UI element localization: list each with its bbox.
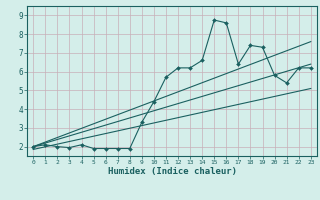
X-axis label: Humidex (Indice chaleur): Humidex (Indice chaleur) — [108, 167, 236, 176]
